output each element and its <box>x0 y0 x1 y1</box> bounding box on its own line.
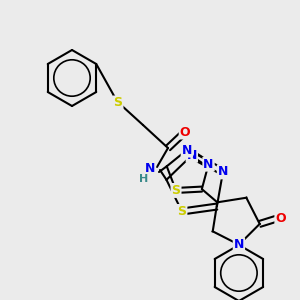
Text: N: N <box>145 163 155 176</box>
Text: S: S <box>113 97 122 110</box>
Text: S: S <box>177 205 186 218</box>
Text: N: N <box>187 149 197 162</box>
Text: N: N <box>218 165 228 178</box>
Text: S: S <box>172 184 181 197</box>
Text: H: H <box>140 174 148 184</box>
Text: N: N <box>234 238 244 251</box>
Text: N: N <box>182 143 192 157</box>
Text: O: O <box>275 212 286 225</box>
Text: O: O <box>180 125 190 139</box>
Text: N: N <box>203 158 214 171</box>
